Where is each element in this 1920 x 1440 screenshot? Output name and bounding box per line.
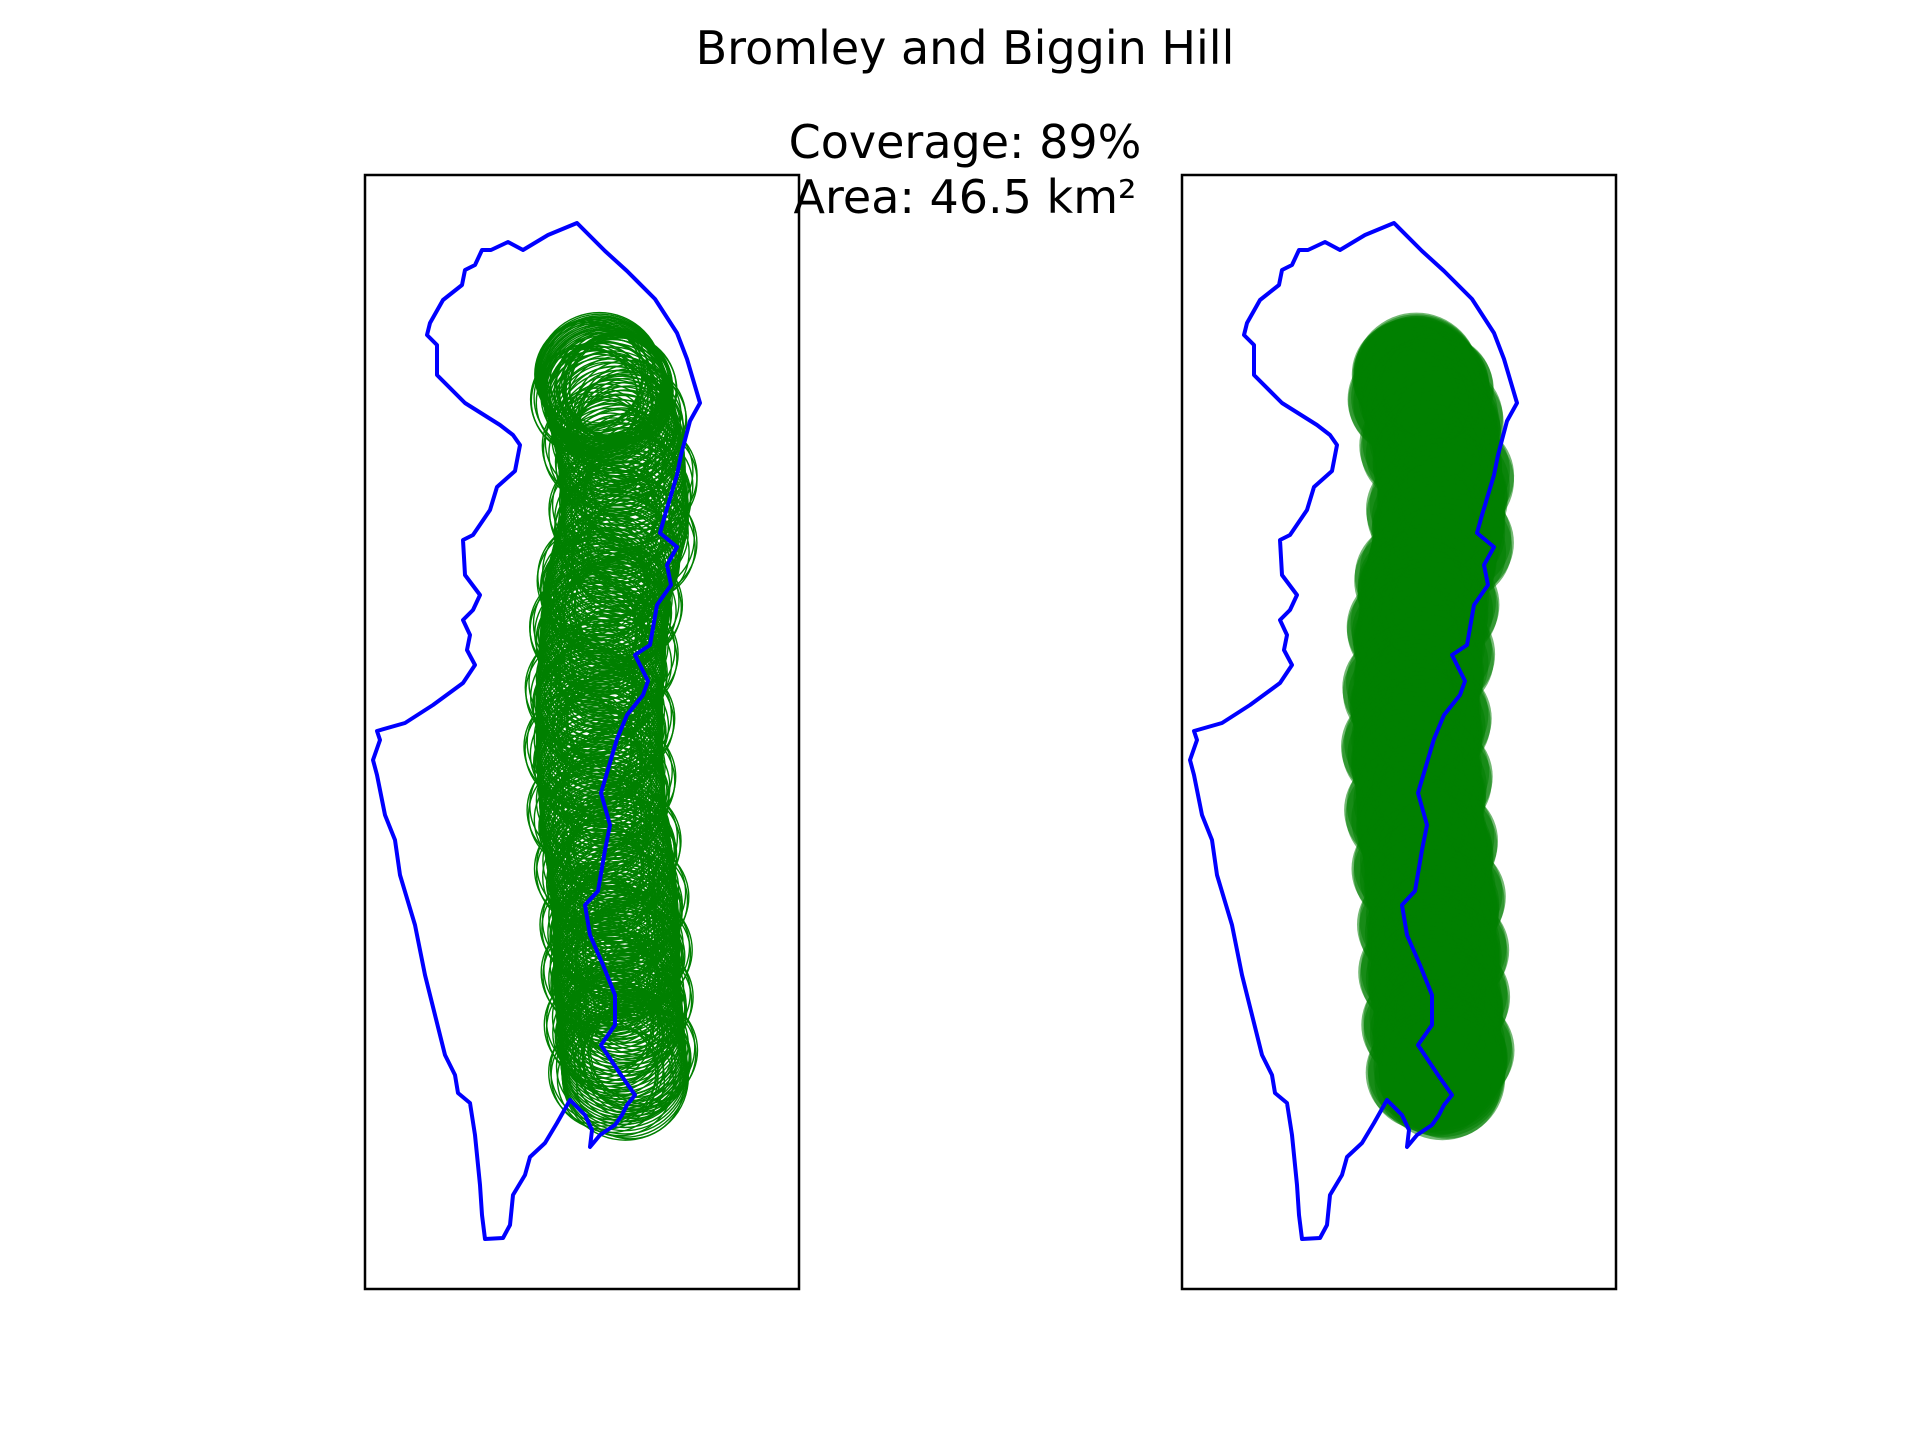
area-label: Area: 46.5 km² (794, 170, 1137, 224)
coverage-circles-layer (1341, 312, 1515, 1141)
figure-title: Bromley and Biggin Hill (696, 21, 1235, 75)
coverage-circle (568, 1017, 677, 1126)
coverage-circles-layer (523, 311, 699, 1141)
coverage-circle (548, 605, 657, 714)
coverage-circle (561, 1013, 690, 1141)
coverage-circle (542, 600, 652, 709)
panel-frame (1180, 173, 1618, 1291)
coverage-circle (1386, 1017, 1493, 1125)
coverage-circle (568, 375, 677, 484)
coverage-circle (582, 1007, 691, 1116)
coverage-circle (576, 1031, 685, 1140)
coverage-circle (565, 1028, 675, 1137)
coverage-circle (547, 708, 657, 817)
coverage-circle (539, 776, 649, 886)
map-panel-outline (363, 173, 801, 1291)
map-panel-filled (1180, 173, 1618, 1291)
coverage-circle (555, 628, 664, 738)
panel-frame (363, 173, 801, 1291)
coverage-circle (556, 1024, 666, 1134)
coverage-circle (550, 928, 659, 1038)
borough-boundary (1188, 221, 1519, 1241)
coverage-label: Coverage: 89% (789, 115, 1142, 169)
coverage-circle (550, 1021, 659, 1130)
borough-boundary (371, 221, 702, 1241)
